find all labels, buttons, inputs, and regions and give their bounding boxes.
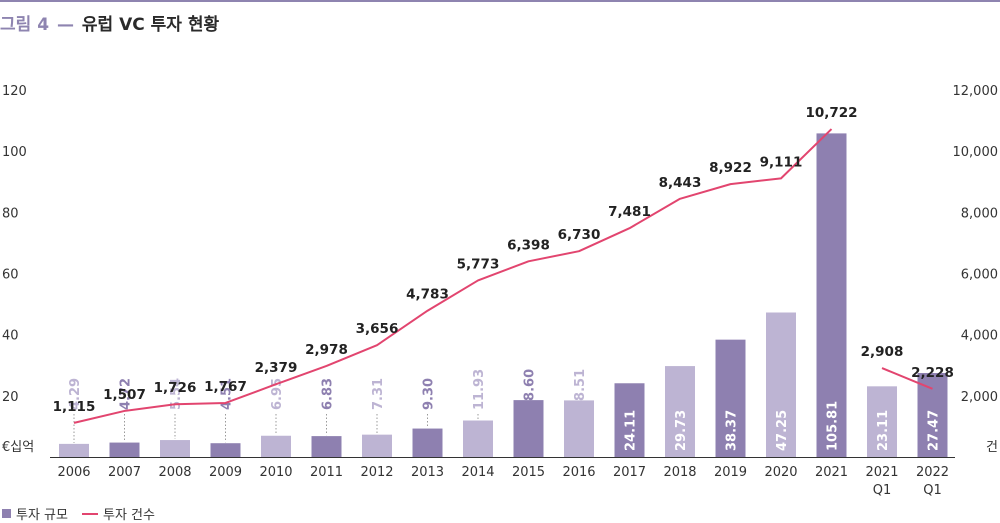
- x-tick-label: 2019: [714, 465, 747, 480]
- figure-title: 그림 4 — 유럽 VC 투자 현황: [0, 10, 219, 35]
- x-tick-label: 2015: [512, 465, 545, 480]
- legend-bar-label: 투자 규모: [16, 508, 68, 523]
- bar: [665, 366, 695, 457]
- y-right-tick-label: 12,000: [953, 84, 999, 99]
- x-tick-label: 2009: [209, 465, 242, 480]
- bar-value-label: 27.47: [927, 410, 942, 451]
- bar: [614, 383, 645, 457]
- x-tick-label: 2008: [158, 465, 191, 480]
- y-right-tick-label: 8,000: [961, 206, 998, 221]
- bar-value-label: 6.83: [321, 378, 336, 410]
- bar: [412, 428, 443, 457]
- line-value-label: 9,111: [760, 154, 803, 170]
- x-tick-label: 2017: [613, 465, 646, 480]
- top-rule: [0, 0, 1000, 2]
- bar: [917, 372, 948, 457]
- y-left-tick-label: 40: [2, 329, 19, 344]
- x-tick-label: 2007: [108, 465, 141, 480]
- y-right-tick-label: 6,000: [961, 268, 998, 283]
- bar: [463, 420, 493, 457]
- bar: [867, 386, 897, 457]
- title-dash: —: [56, 15, 74, 35]
- y-left-tick-label: 120: [2, 84, 27, 99]
- x-tick-label: 2016: [562, 465, 595, 480]
- line-value-label: 8,922: [709, 160, 752, 176]
- x-tick-label: 2006: [57, 465, 90, 480]
- line-value-label: 3,656: [356, 321, 399, 337]
- bar: [160, 440, 190, 457]
- chart-legend: 투자 규모 투자 건수: [2, 504, 155, 523]
- bar: [513, 400, 544, 457]
- y-left-axis-unit: €십억: [2, 440, 34, 455]
- bar: [362, 434, 392, 457]
- y-right-tick-label: 2,000: [961, 390, 998, 405]
- bar-value-label: 4.29: [68, 378, 83, 410]
- bar: [715, 339, 746, 457]
- bar-value-label: 24.11: [624, 410, 639, 451]
- line-value-label: 4,783: [406, 287, 449, 303]
- line-value-label: 1,507: [103, 387, 146, 403]
- x-tick-label: 2020: [764, 465, 797, 480]
- x-tick-label: 2021: [815, 465, 848, 480]
- bar: [210, 443, 241, 457]
- line-value-label: 7,481: [608, 204, 651, 220]
- y-right-axis-unit: 건: [986, 440, 998, 455]
- x-tick-label: Q1: [923, 483, 942, 498]
- bar: [816, 133, 847, 457]
- bar-value-label: 29.73: [674, 410, 689, 451]
- line-value-label: 2,379: [255, 360, 298, 376]
- bar-value-label: 47.25: [775, 410, 790, 451]
- line-series-segment: [73, 128, 833, 424]
- bar: [261, 435, 291, 457]
- bar: [766, 312, 796, 457]
- bar: [311, 436, 342, 457]
- legend-bar-swatch: [2, 509, 11, 518]
- line-value-label: 6,398: [507, 237, 550, 253]
- legend-line-swatch: [81, 512, 98, 515]
- y-left-tick-label: 20: [2, 390, 19, 405]
- x-tick-label: 2013: [411, 465, 444, 480]
- x-tick-label: 2021: [865, 465, 898, 480]
- bar-value-label: 5.54: [169, 378, 184, 410]
- line-value-label: 1,767: [204, 379, 247, 395]
- figure-number: 그림 4: [0, 15, 50, 35]
- y-right-tick-label: 4,000: [961, 329, 998, 344]
- y-right-tick-label: 10,000: [953, 145, 999, 160]
- x-tick-label: 2022: [916, 465, 949, 480]
- bar: [59, 443, 89, 457]
- x-tick-label: 2014: [461, 465, 494, 480]
- bar: [109, 442, 140, 457]
- line-series-segment: [881, 367, 933, 390]
- bar-value-label: 11.93: [472, 369, 487, 410]
- bar: [564, 400, 594, 457]
- x-tick-label: 2018: [663, 465, 696, 480]
- line-value-label: 1,726: [154, 380, 197, 396]
- x-tick-label: 2011: [310, 465, 343, 480]
- line-value-label: 1,115: [53, 399, 96, 415]
- bar-value-label: 4.72: [119, 378, 134, 410]
- bar-value-label: 9.30: [422, 378, 437, 410]
- line-value-label: 2,908: [861, 344, 904, 360]
- line-value-label: 2,228: [911, 365, 954, 381]
- line-value-label: 6,730: [558, 227, 601, 243]
- bar-value-label: 105.81: [826, 401, 841, 451]
- bar-value-label: 18.51: [573, 369, 588, 410]
- x-tick-label: 2012: [360, 465, 393, 480]
- bar-value-label: 18.60: [523, 369, 538, 410]
- x-tick-label: 2010: [259, 465, 292, 480]
- bar-value-label: 7.31: [371, 378, 386, 410]
- line-value-label: 2,978: [305, 342, 348, 358]
- figure-title-text: 유럽 VC 투자 현황: [81, 15, 220, 35]
- x-tick-label: Q1: [873, 483, 892, 498]
- y-left-tick-label: 100: [2, 145, 27, 160]
- bar-value-label: 23.11: [876, 410, 891, 451]
- y-left-tick-label: 60: [2, 268, 19, 283]
- line-value-label: 8,443: [659, 175, 702, 191]
- line-value-label: 10,722: [805, 105, 857, 121]
- line-value-label: 5,773: [457, 256, 500, 272]
- legend-line-label: 투자 건수: [102, 508, 155, 523]
- y-left-tick-label: 80: [2, 206, 19, 221]
- bar-value-label: 38.37: [725, 410, 740, 451]
